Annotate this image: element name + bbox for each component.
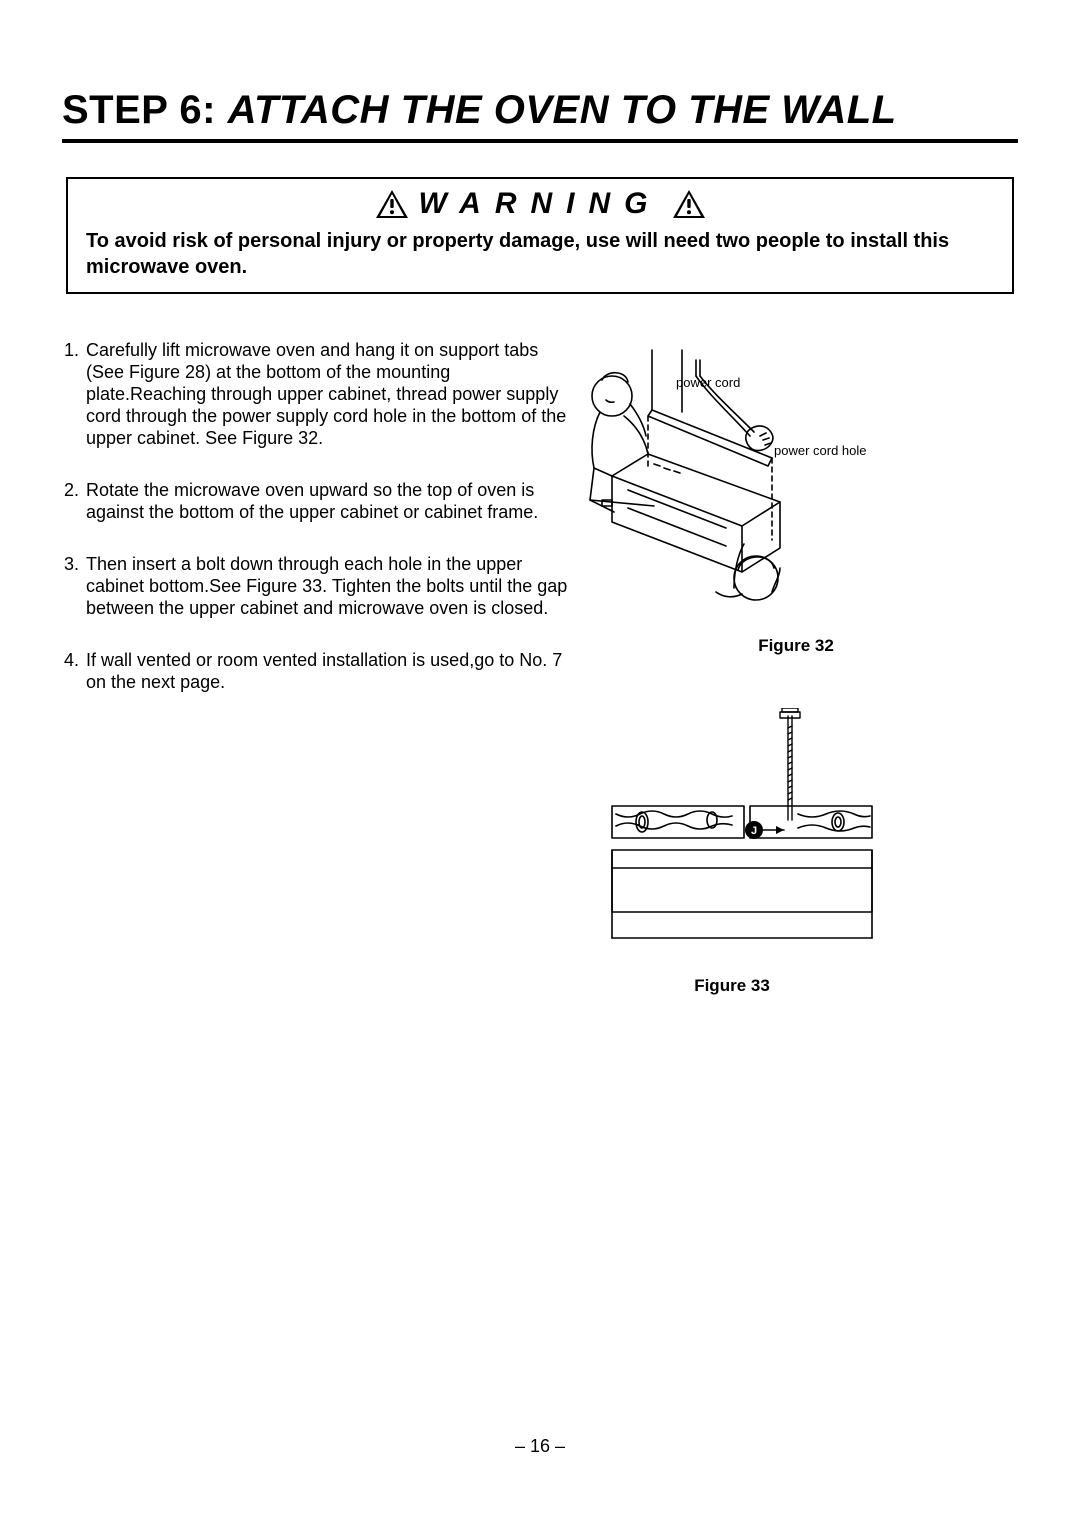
warning-heading-row: WARNING — [68, 179, 1012, 227]
step-item: Then insert a bolt down through each hol… — [68, 554, 574, 620]
step-item: If wall vented or room vented installati… — [68, 650, 574, 694]
figure-33: J Figure 33 — [602, 708, 1018, 996]
figure-32-label-power-cord-hole: power cord hole — [774, 444, 867, 458]
content-row: Carefully lift microwave oven and hang i… — [62, 340, 1018, 996]
warning-icon — [375, 189, 409, 219]
figure-33-caption: Figure 33 — [602, 976, 862, 996]
title-rule — [62, 139, 1018, 143]
warning-box: WARNING To avoid risk of personal injury… — [66, 177, 1014, 294]
steps-list: Carefully lift microwave oven and hang i… — [68, 340, 574, 693]
steps-column: Carefully lift microwave oven and hang i… — [62, 340, 574, 996]
step-number: STEP 6: — [62, 88, 216, 132]
step-subtitle: ATTACH THE OVEN TO THE WALL — [228, 88, 897, 132]
figure-33-illustration: J — [602, 708, 882, 958]
bolt-callout-label: J — [751, 825, 757, 837]
page-title: STEP 6: ATTACH THE OVEN TO THE WALL — [62, 88, 1018, 133]
figure-32-label-power-cord: power cord — [676, 376, 740, 390]
warning-icon — [672, 189, 706, 219]
warning-body: To avoid risk of personal injury or prop… — [68, 227, 1012, 292]
page-number: – 16 – — [0, 1436, 1080, 1457]
step-item: Rotate the microwave oven upward so the … — [68, 480, 574, 524]
step-item: Carefully lift microwave oven and hang i… — [68, 340, 574, 450]
figures-column: power cord power cord hole Figure 32 — [574, 340, 1018, 996]
warning-heading: WARNING — [419, 187, 662, 221]
figure-32-caption: Figure 32 — [574, 636, 1018, 656]
figure-32: power cord power cord hole Figure 32 — [584, 340, 1018, 656]
